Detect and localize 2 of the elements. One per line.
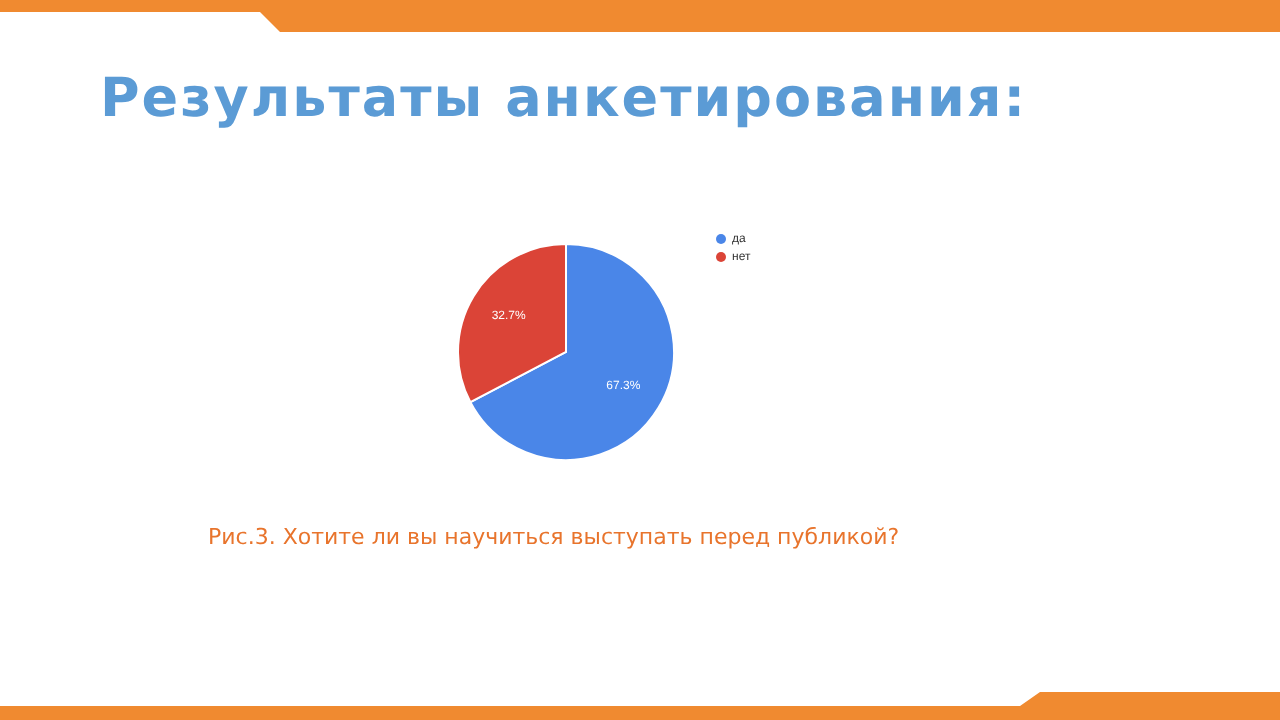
text: Рис.3. Хотите ли вы научиться выступать перед публикой? — [208, 524, 900, 550]
chart-title: Результаты анкетирования: — [100, 68, 1028, 130]
